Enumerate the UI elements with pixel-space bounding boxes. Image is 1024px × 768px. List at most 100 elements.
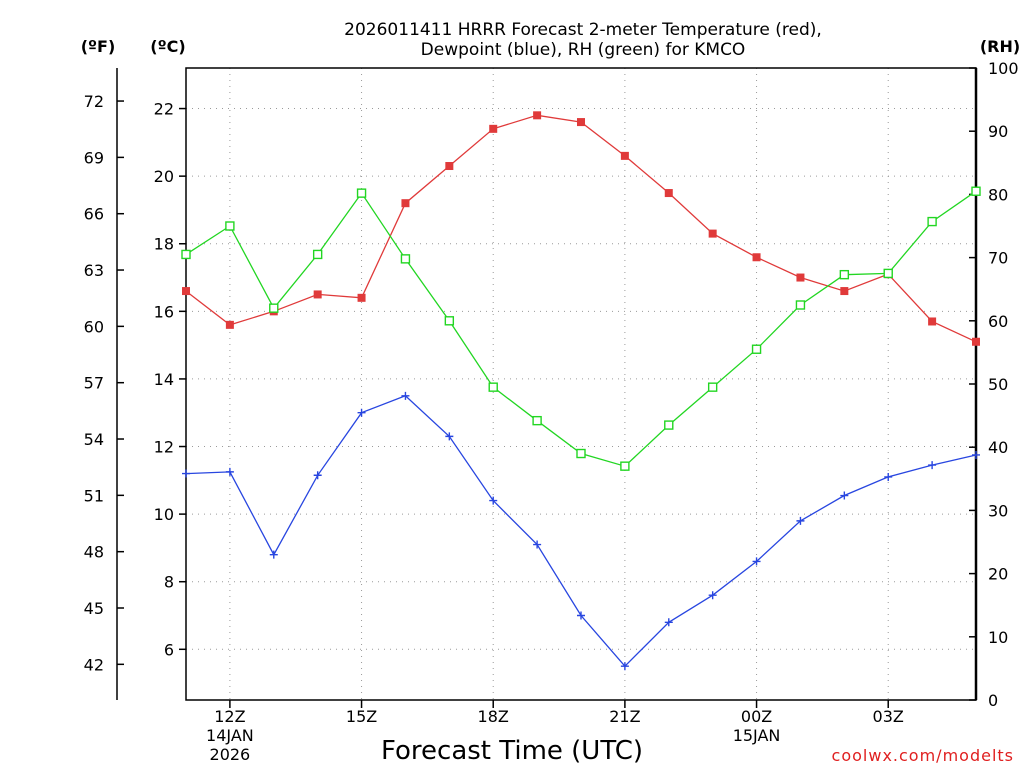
fahrenheit-axis: 42 45 48 51 54 57 60 63 66 69 72 — [84, 92, 124, 674]
date-tick-label: 15JAN — [733, 726, 781, 745]
dewpoint-point — [972, 450, 980, 459]
rh-point — [488, 382, 498, 392]
dewpoint-point — [182, 469, 190, 478]
time-tick-label: 03Z — [873, 707, 904, 726]
temperature-point — [708, 229, 717, 238]
celsius-tick-label: 12 — [154, 438, 174, 457]
series-line — [185, 190, 977, 467]
rh-tick-label: 0 — [988, 691, 998, 710]
chart-title-line2: Dewpoint (blue), RH (green) for KMCO — [421, 40, 746, 60]
rh-point — [312, 249, 323, 260]
rh-tick-label: 40 — [988, 438, 1008, 457]
temperature-point — [972, 337, 980, 346]
rh-unit-label: (RH) — [980, 37, 1020, 56]
series-line — [185, 114, 977, 343]
rh-point — [883, 268, 893, 279]
date-tick-label: 14JAN — [206, 726, 254, 745]
fahrenheit-tick-label: 60 — [84, 317, 104, 336]
dewpoint-point — [313, 471, 322, 480]
temperature-point — [357, 293, 366, 302]
plot-frame — [185, 67, 977, 701]
dewpoint-point — [884, 472, 893, 481]
celsius-tick-label: 10 — [154, 505, 174, 524]
celsius-tick-label: 16 — [154, 302, 174, 321]
time-tick-label: 12Z — [214, 707, 245, 726]
temperature-point — [664, 189, 673, 198]
year-tick-label: 2026 — [210, 745, 251, 764]
fahrenheit-tick-label: 66 — [84, 205, 104, 224]
dewpoint-point — [269, 550, 278, 559]
dewpoint-point — [840, 491, 849, 500]
rh-point — [269, 303, 279, 313]
series-0 — [182, 111, 980, 346]
celsius-tick-label: 8 — [164, 573, 174, 592]
rh-point — [444, 316, 455, 326]
rh-point — [532, 415, 542, 426]
chart-title-line1: 2026011411 HRRR Forecast 2-meter Tempera… — [344, 20, 822, 40]
temperature-point — [796, 273, 805, 282]
rh-point — [576, 448, 586, 459]
celsius-tick-label: 18 — [154, 235, 174, 254]
time-tick-label: 15Z — [346, 707, 377, 726]
rh-point — [181, 249, 191, 260]
rh-axis: 0 10 20 30 40 50 60 70 80 90 100 — [969, 59, 1019, 710]
time-tick-label: 18Z — [478, 707, 509, 726]
dewpoint-point — [577, 611, 585, 620]
celsius-tick-label: 14 — [154, 370, 174, 389]
rh-point — [707, 382, 718, 392]
rh-tick-label: 20 — [988, 565, 1008, 584]
temperature-point — [489, 124, 498, 133]
rh-point — [225, 221, 235, 231]
celsius-tick-label: 22 — [154, 100, 174, 119]
rh-point — [971, 186, 981, 196]
series-layer — [181, 111, 981, 671]
rh-tick-label: 80 — [988, 185, 1008, 204]
time-tick-label: 21Z — [609, 707, 640, 726]
temperature-point — [401, 199, 410, 208]
fahrenheit-tick-label: 63 — [84, 261, 104, 280]
temperature-point — [577, 118, 585, 127]
fahrenheit-tick-label: 72 — [84, 92, 104, 111]
fahrenheit-tick-label: 57 — [84, 374, 104, 393]
fahrenheit-unit-label: (ºF) — [81, 37, 116, 56]
rh-point — [751, 344, 762, 354]
celsius-unit-label: (ºC) — [150, 37, 185, 56]
rh-tick-label: 100 — [988, 59, 1019, 78]
temperature-point — [620, 151, 629, 160]
rh-tick-label: 50 — [988, 375, 1008, 394]
fahrenheit-tick-label: 51 — [84, 486, 104, 505]
rh-tick-label: 60 — [988, 312, 1008, 331]
dewpoint-point — [664, 618, 673, 627]
rh-tick-label: 90 — [988, 122, 1008, 141]
dewpoint-point — [796, 516, 805, 525]
rh-point — [356, 188, 367, 198]
dewpoint-point — [445, 432, 454, 441]
rh-tick-label: 30 — [988, 501, 1008, 520]
dewpoint-point — [533, 540, 542, 549]
dewpoint-point — [928, 461, 937, 470]
temperature-point — [840, 287, 849, 296]
rh-point — [664, 420, 674, 430]
rh-point — [400, 254, 411, 264]
temperature-point — [225, 320, 234, 329]
dewpoint-point — [620, 662, 629, 671]
fahrenheit-tick-label: 42 — [84, 655, 104, 674]
rh-point — [839, 269, 850, 280]
celsius-axis: 6 8 10 12 14 16 18 20 22 — [154, 100, 186, 659]
gridlines — [186, 68, 976, 700]
fahrenheit-tick-label: 45 — [84, 599, 104, 618]
rh-point — [927, 216, 937, 227]
temperature-point — [182, 287, 190, 296]
celsius-tick-label: 20 — [154, 167, 174, 186]
temperature-point — [752, 253, 761, 262]
series-line — [185, 395, 977, 668]
temperature-point — [313, 290, 322, 299]
rh-point — [620, 461, 630, 471]
dewpoint-point — [357, 408, 366, 417]
time-tick-label: 00Z — [741, 707, 772, 726]
temperature-point — [533, 111, 542, 120]
dewpoint-point — [708, 591, 717, 600]
rh-point — [795, 300, 806, 310]
dewpoint-point — [225, 467, 234, 476]
